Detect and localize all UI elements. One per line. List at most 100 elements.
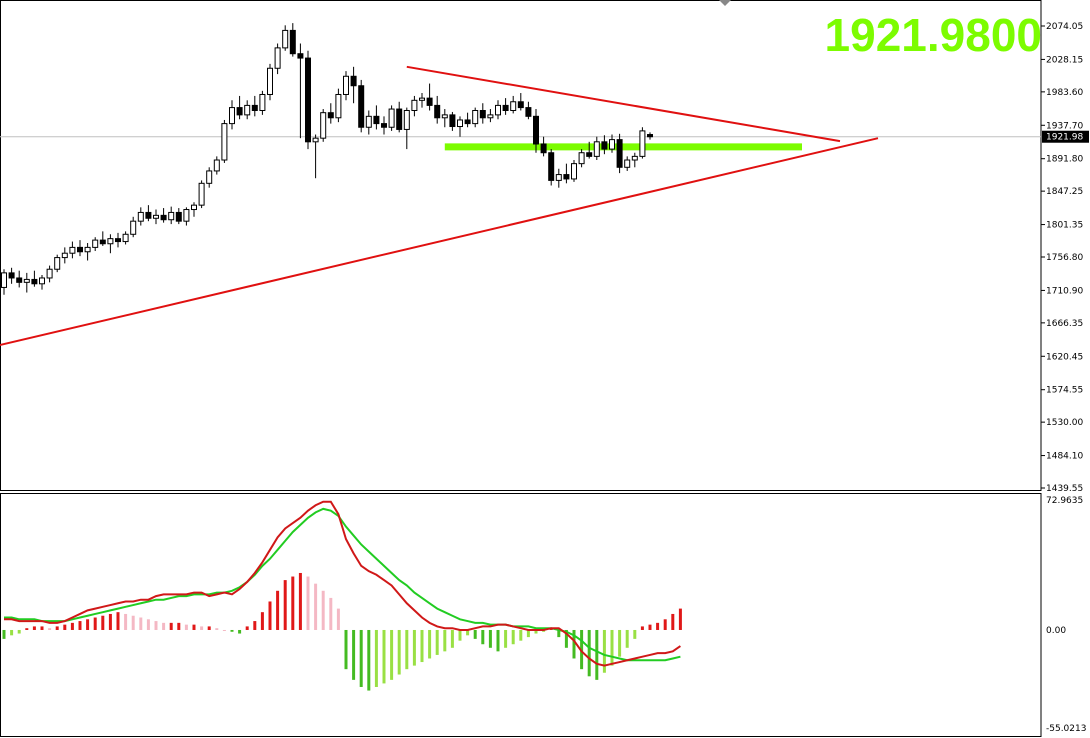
candlestick[interactable] bbox=[84, 243, 91, 261]
candlestick[interactable] bbox=[555, 168, 562, 188]
candlestick[interactable] bbox=[289, 23, 296, 57]
candlestick[interactable] bbox=[479, 103, 486, 124]
candlestick[interactable] bbox=[335, 88, 342, 123]
candlestick[interactable] bbox=[191, 202, 197, 217]
candlestick[interactable] bbox=[517, 93, 524, 111]
candlestick[interactable] bbox=[92, 237, 99, 252]
candlestick[interactable] bbox=[449, 111, 456, 131]
macd-indicator-panel[interactable]: 72.9635 0.00 -55.0213 bbox=[0, 493, 1087, 737]
candlestick[interactable] bbox=[16, 270, 23, 288]
candlestick[interactable] bbox=[434, 95, 441, 124]
candlestick[interactable] bbox=[320, 109, 327, 142]
candlestick[interactable] bbox=[54, 254, 61, 273]
candlestick[interactable] bbox=[175, 208, 182, 225]
candlestick[interactable] bbox=[259, 90, 266, 115]
candlestick[interactable] bbox=[441, 109, 448, 128]
candlestick[interactable] bbox=[183, 207, 190, 226]
candlestick[interactable] bbox=[137, 207, 144, 226]
candlestick[interactable] bbox=[77, 240, 83, 257]
candlestick[interactable] bbox=[639, 127, 646, 159]
candlestick[interactable] bbox=[244, 100, 251, 120]
candlestick[interactable] bbox=[647, 132, 653, 140]
candlestick[interactable] bbox=[69, 241, 76, 259]
candlestick[interactable] bbox=[548, 149, 555, 186]
candlestick[interactable] bbox=[160, 208, 167, 223]
candle-body bbox=[426, 97, 433, 106]
candle-body bbox=[236, 107, 243, 116]
candlestick[interactable] bbox=[343, 71, 349, 101]
candle-body bbox=[39, 277, 45, 285]
candlestick[interactable] bbox=[472, 107, 479, 128]
candlestick[interactable] bbox=[616, 133, 623, 174]
candlestick[interactable] bbox=[457, 116, 463, 137]
candlestick[interactable] bbox=[571, 160, 577, 182]
candlestick[interactable] bbox=[130, 216, 137, 238]
candlestick[interactable] bbox=[236, 95, 243, 120]
candlestick[interactable] bbox=[350, 66, 357, 104]
candlestick[interactable] bbox=[297, 43, 304, 139]
price-panel[interactable]: 2074.05 2028.15 1983.60 1937.70 1891.80 1847.… bbox=[0, 0, 1089, 494]
candlestick[interactable] bbox=[168, 206, 175, 225]
candlestick[interactable] bbox=[411, 95, 418, 117]
candlestick[interactable] bbox=[1, 269, 7, 295]
candlestick[interactable] bbox=[624, 156, 631, 171]
candlestick[interactable] bbox=[122, 231, 129, 245]
candlestick[interactable] bbox=[495, 100, 501, 120]
candlestick[interactable] bbox=[31, 270, 38, 287]
candlestick[interactable] bbox=[533, 109, 539, 153]
candlestick[interactable] bbox=[403, 107, 410, 150]
candlestick[interactable] bbox=[46, 265, 53, 283]
candlestick[interactable] bbox=[115, 232, 121, 248]
candlestick[interactable] bbox=[525, 101, 532, 120]
candle-body bbox=[517, 101, 524, 109]
resistance-trendline[interactable] bbox=[406, 65, 841, 143]
candlestick[interactable] bbox=[365, 110, 372, 135]
candlestick[interactable] bbox=[267, 63, 273, 101]
candlestick[interactable] bbox=[153, 209, 159, 225]
candlestick[interactable] bbox=[540, 136, 547, 157]
candlestick[interactable] bbox=[426, 83, 433, 111]
candlestick[interactable] bbox=[487, 109, 494, 123]
candlestick[interactable] bbox=[99, 231, 106, 246]
candle-body bbox=[403, 109, 410, 130]
candlestick[interactable] bbox=[464, 112, 471, 128]
candlestick[interactable] bbox=[419, 93, 425, 108]
candlestick[interactable] bbox=[274, 43, 281, 75]
candlestick[interactable] bbox=[358, 79, 365, 133]
candlestick[interactable] bbox=[213, 156, 220, 175]
candlestick[interactable] bbox=[609, 134, 615, 153]
candlestick[interactable] bbox=[107, 234, 114, 254]
candlestick[interactable] bbox=[396, 101, 403, 133]
candlestick[interactable] bbox=[312, 134, 319, 179]
candlestick[interactable] bbox=[327, 103, 334, 124]
candlestick[interactable] bbox=[23, 272, 30, 293]
candlestick[interactable] bbox=[251, 95, 258, 117]
candlestick[interactable] bbox=[601, 135, 608, 155]
candlestick[interactable] bbox=[206, 167, 213, 188]
candlestick[interactable] bbox=[229, 100, 235, 130]
candlestick[interactable] bbox=[586, 141, 593, 159]
candlestick[interactable] bbox=[145, 205, 152, 222]
candlestick[interactable] bbox=[510, 95, 517, 114]
candlestick[interactable] bbox=[593, 136, 600, 161]
candle-body bbox=[69, 246, 76, 254]
candlestick[interactable] bbox=[282, 25, 289, 51]
candlestick[interactable] bbox=[305, 50, 311, 150]
histogram-bar bbox=[420, 629, 424, 663]
candlestick[interactable] bbox=[502, 98, 509, 115]
candlestick[interactable] bbox=[61, 247, 68, 264]
histogram-bar bbox=[678, 608, 682, 630]
candlestick[interactable] bbox=[388, 105, 395, 131]
candlestick[interactable] bbox=[221, 119, 228, 163]
candlestick[interactable] bbox=[39, 275, 45, 290]
candlestick[interactable] bbox=[8, 267, 15, 284]
scroll-marker-icon[interactable] bbox=[719, 0, 731, 6]
candlestick[interactable] bbox=[578, 149, 585, 168]
candlestick[interactable] bbox=[373, 105, 380, 130]
candlestick[interactable] bbox=[198, 180, 205, 209]
support-trendline[interactable] bbox=[0, 137, 879, 356]
candlestick[interactable] bbox=[631, 152, 638, 168]
candlestick[interactable] bbox=[563, 163, 570, 184]
candlestick[interactable] bbox=[381, 116, 387, 135]
